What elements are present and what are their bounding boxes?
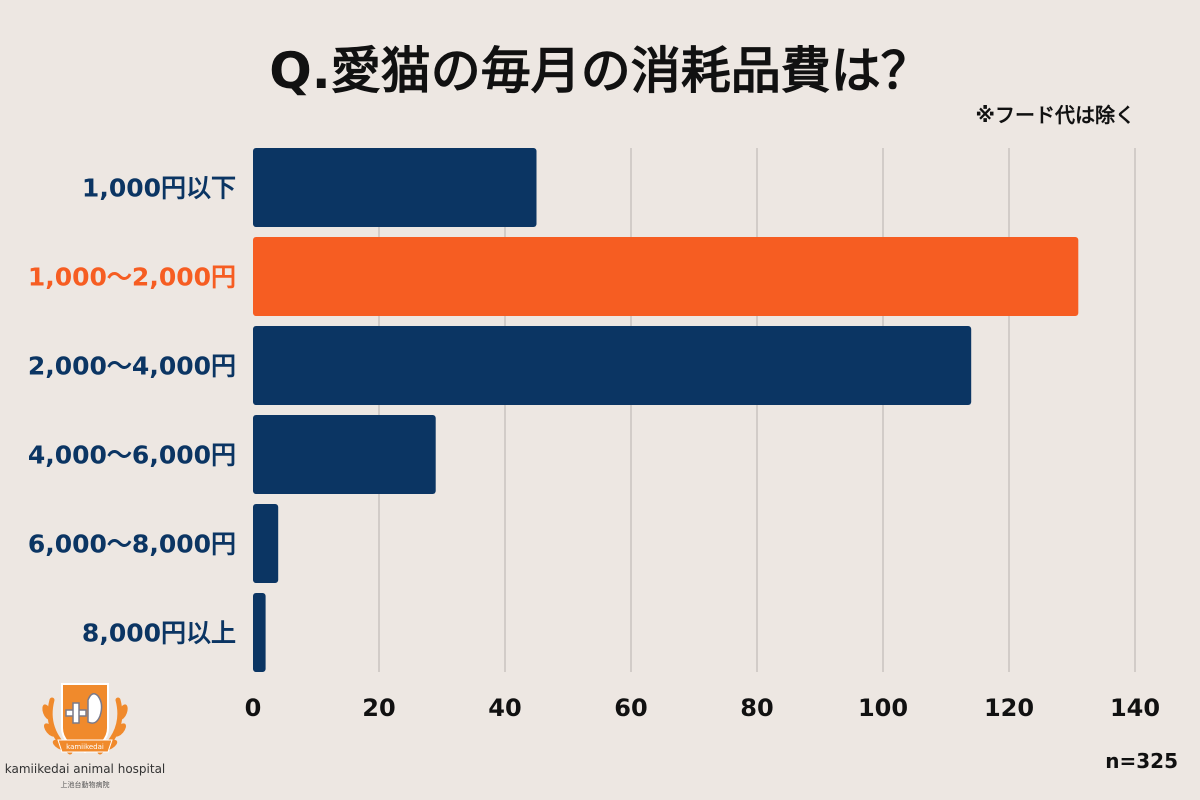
hospital-logo: kamiikedai kamiikedai animal hospital 上池… — [5, 683, 166, 789]
bar — [253, 237, 1079, 316]
bar — [253, 504, 279, 583]
x-tick-label: 60 — [614, 694, 647, 722]
x-tick-label: 80 — [740, 694, 773, 722]
logo-name: kamiikedai animal hospital — [5, 762, 166, 776]
category-label: 2,000〜4,000円 — [28, 352, 236, 381]
logo-ribbon-text: kamiikedai — [66, 743, 104, 751]
category-label: 1,000〜2,000円 — [28, 263, 236, 292]
chart-title: Q.愛猫の毎月の消耗品費は？ — [269, 42, 931, 100]
x-tick-label: 20 — [362, 694, 395, 722]
x-tick-labels: 0 20 40 60 80 100 120 140 — [245, 694, 1160, 722]
x-tick-label: 40 — [488, 694, 521, 722]
bars — [253, 148, 1079, 672]
category-label: 6,000〜8,000円 — [28, 530, 236, 559]
pet-silhouette-icon — [87, 693, 103, 724]
ribbon-banner-icon — [57, 739, 113, 753]
grid-lines — [378, 148, 1136, 672]
x-tick-label: 120 — [984, 694, 1034, 722]
category-label: 8,000円以上 — [82, 619, 236, 648]
cross-icon — [65, 702, 87, 724]
sample-size: n=325 — [1105, 749, 1178, 773]
category-label: 1,000円以下 — [82, 174, 236, 203]
bar — [253, 148, 537, 227]
x-tick-label: 100 — [858, 694, 908, 722]
x-tick-label: 140 — [1110, 694, 1160, 722]
bar — [253, 593, 266, 672]
category-labels: 1,000円以下 1,000〜2,000円 2,000〜4,000円 4,000〜6,… — [28, 174, 236, 648]
x-tick-label: 0 — [245, 694, 262, 722]
bar — [253, 415, 436, 494]
category-label: 4,000〜6,000円 — [28, 441, 236, 470]
logo-sub: 上池台動物病院 — [61, 780, 110, 789]
chart-note: ※フード代は除く — [976, 103, 1135, 127]
bar — [253, 326, 972, 405]
